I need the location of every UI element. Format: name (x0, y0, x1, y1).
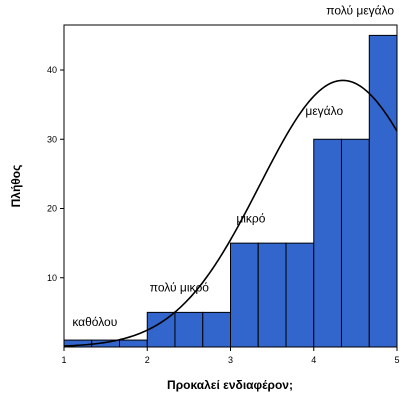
y-axis-ticks: 10 20 30 40 (47, 65, 64, 283)
normal-curve (63, 79, 398, 347)
annotation-label-3: μεγάλο (305, 104, 343, 118)
histogram-bar-11 (368, 34, 398, 348)
histogram-bar-7 (257, 242, 287, 348)
histogram-bar-10 (340, 138, 370, 348)
histogram-bar-4 (174, 311, 204, 348)
annotation-label-2: μικρό (236, 211, 265, 225)
histogram-bar-9 (313, 138, 342, 348)
y-axis-title: Πλήθος (9, 165, 23, 208)
x-tick-label-1: 2 (145, 355, 150, 365)
y-tick-label-2: 30 (47, 134, 57, 144)
x-axis-title: Προκαλεί ενδιαφέρον; (167, 378, 293, 392)
x-axis-ticks: 1 2 3 4 5 (61, 347, 400, 365)
x-tick-label-3: 4 (311, 355, 316, 365)
bars-group (63, 34, 398, 348)
x-tick-label-0: 1 (61, 355, 66, 365)
x-tick-label-4: 5 (394, 355, 399, 365)
x-tick-label-2: 3 (228, 355, 233, 365)
y-tick-label-3: 40 (47, 65, 57, 75)
histogram-bar-3 (146, 311, 176, 348)
annotation-label-1: πολύ μικρό (150, 281, 210, 295)
histogram-bar-6 (230, 242, 259, 348)
annotation-label-4: πολύ μεγάλο (326, 4, 394, 18)
annotation-label-0: καθόλου (72, 315, 117, 329)
histogram-bar-8 (285, 242, 315, 348)
y-tick-label-0: 10 (47, 273, 57, 283)
y-tick-label-1: 20 (47, 204, 57, 214)
annotations: καθόλου πολύ μικρό μικρό μεγάλο πολύ μεγάλο (72, 4, 394, 330)
histogram-bar-5 (202, 311, 232, 348)
histogram-bar-2 (119, 339, 148, 348)
